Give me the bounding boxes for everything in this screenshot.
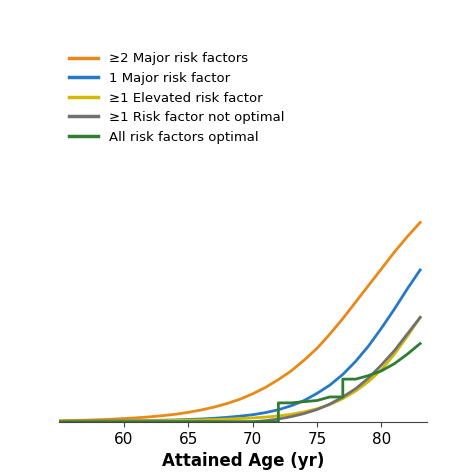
Legend: ≥2 Major risk factors, 1 Major risk factor, ≥1 Elevated risk factor, ≥1 Risk fac: ≥2 Major risk factors, 1 Major risk fact…: [66, 50, 287, 146]
X-axis label: Attained Age (yr): Attained Age (yr): [162, 452, 324, 470]
